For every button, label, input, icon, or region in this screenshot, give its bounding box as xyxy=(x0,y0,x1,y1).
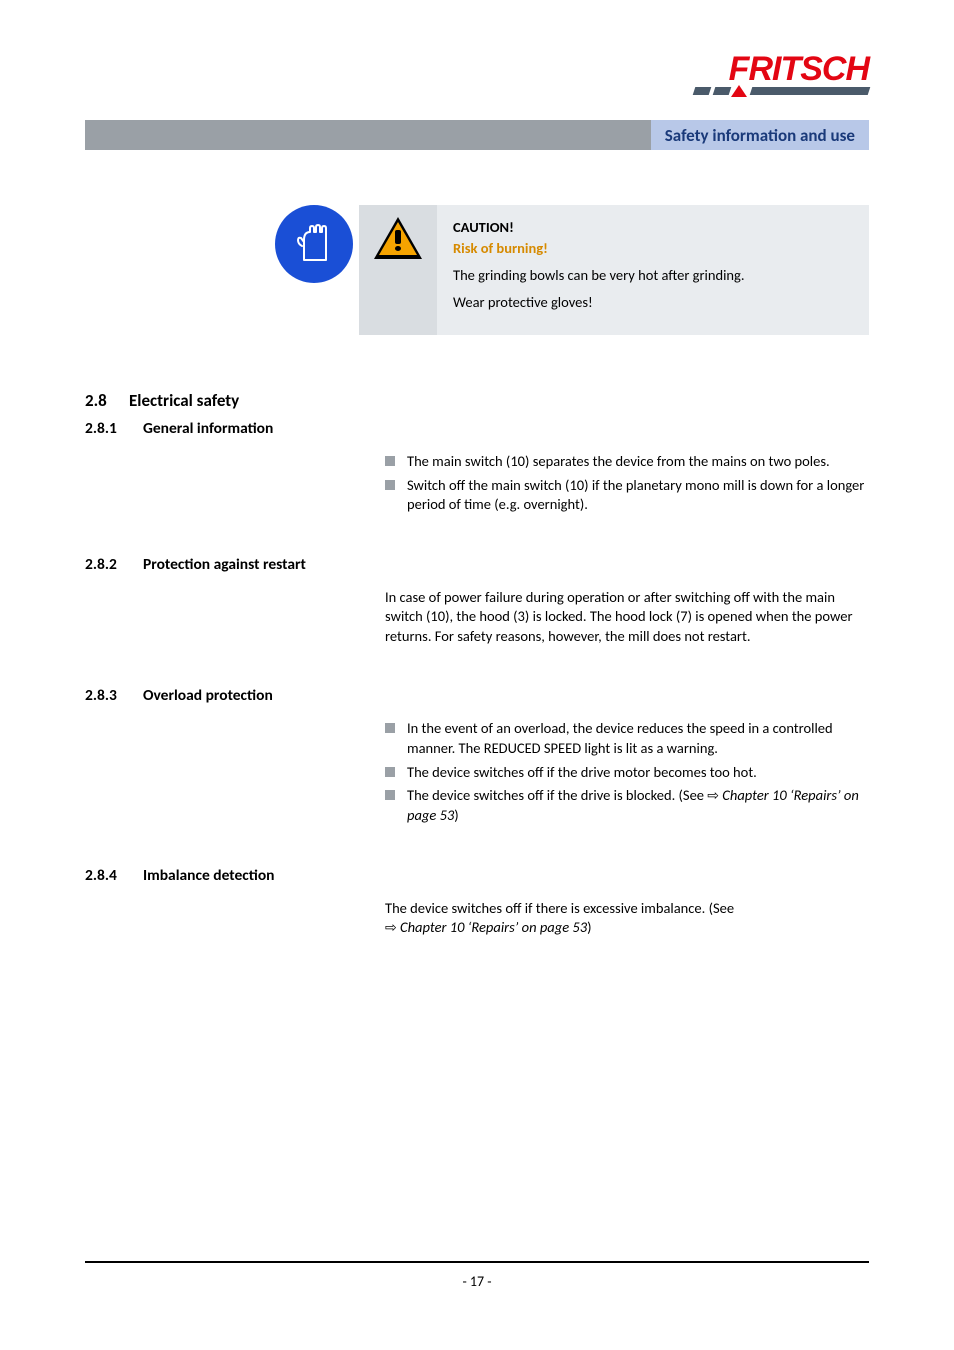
list-item: Switch off the main switch (10) if the p… xyxy=(385,476,869,515)
cross-reference: Chapter 10 ‘Repairs’ on page 53 xyxy=(400,918,587,936)
heading-2-8-4: 2.8.4Imbalance detection xyxy=(85,866,869,885)
logo: FRITSCH xyxy=(85,50,869,100)
body-2-8-1: The main switch (10) separates the devic… xyxy=(385,452,869,515)
heading-num: 2.8.4 xyxy=(85,866,143,885)
section-header-title: Safety information and use xyxy=(651,120,869,150)
heading-title: General information xyxy=(143,419,273,438)
footer-rule xyxy=(85,1261,869,1263)
body-2-8-2: In case of power failure during operatio… xyxy=(385,588,869,647)
list-item: The main switch (10) separates the devic… xyxy=(385,452,869,472)
text-lead: The device switches off if the drive is … xyxy=(407,786,707,804)
heading-num: 2.8 xyxy=(85,390,129,411)
text-lead: The device switches off if there is exce… xyxy=(385,899,734,917)
heading-title: Imbalance detection xyxy=(143,866,275,885)
list-item: The device switches off if the drive is … xyxy=(385,786,869,825)
caution-risk: Risk of burning! xyxy=(453,238,853,259)
heading-num: 2.8.3 xyxy=(85,686,143,705)
heading-title: Electrical safety xyxy=(129,390,239,411)
section-2-8: 2.8Electrical safety 2.8.1General inform… xyxy=(85,390,869,515)
heading-2-8: 2.8Electrical safety xyxy=(85,390,869,411)
section-2-8-3: 2.8.3Overload protection In the event of… xyxy=(85,686,869,825)
caution-text: CAUTION! Risk of burning! The grinding b… xyxy=(437,205,869,335)
section-header-band: Safety information and use xyxy=(85,120,869,150)
section-2-8-4: 2.8.4Imbalance detection The device swit… xyxy=(85,866,869,938)
logo-text: FRITSCH xyxy=(689,50,869,89)
heading-num: 2.8.1 xyxy=(85,419,143,438)
heading-title: Protection against restart xyxy=(143,555,306,574)
warning-icon xyxy=(359,205,437,335)
heading-title: Overload protection xyxy=(143,686,273,705)
caution-line1: The grinding bowls can be very hot after… xyxy=(453,265,853,286)
text-close: ) xyxy=(587,918,591,936)
gloves-icon xyxy=(275,205,353,283)
list-item: In the event of an overload, the device … xyxy=(385,719,869,758)
logo-bars xyxy=(694,85,869,97)
body-2-8-3: In the event of an overload, the device … xyxy=(385,719,869,825)
page-number: - 17 - xyxy=(85,1273,869,1290)
paragraph: The device switches off if there is exce… xyxy=(385,899,869,938)
reference-icon: ⇨ xyxy=(385,919,397,938)
paragraph: In case of power failure during operatio… xyxy=(385,588,869,647)
caution-line2: Wear protective gloves! xyxy=(453,292,853,313)
body-2-8-4: The device switches off if there is exce… xyxy=(385,899,869,938)
heading-num: 2.8.2 xyxy=(85,555,143,574)
heading-2-8-1: 2.8.1General information xyxy=(85,419,869,438)
page-footer: - 17 - xyxy=(85,1261,869,1290)
heading-2-8-2: 2.8.2Protection against restart xyxy=(85,555,869,574)
caution-box: CAUTION! Risk of burning! The grinding b… xyxy=(275,205,869,335)
caution-title: CAUTION! xyxy=(453,217,853,238)
text-close: ) xyxy=(454,806,458,824)
heading-2-8-3: 2.8.3Overload protection xyxy=(85,686,869,705)
section-2-8-2: 2.8.2Protection against restart In case … xyxy=(85,555,869,647)
list-item: The device switches off if the drive mot… xyxy=(385,763,869,783)
reference-icon: ⇨ xyxy=(707,787,719,806)
